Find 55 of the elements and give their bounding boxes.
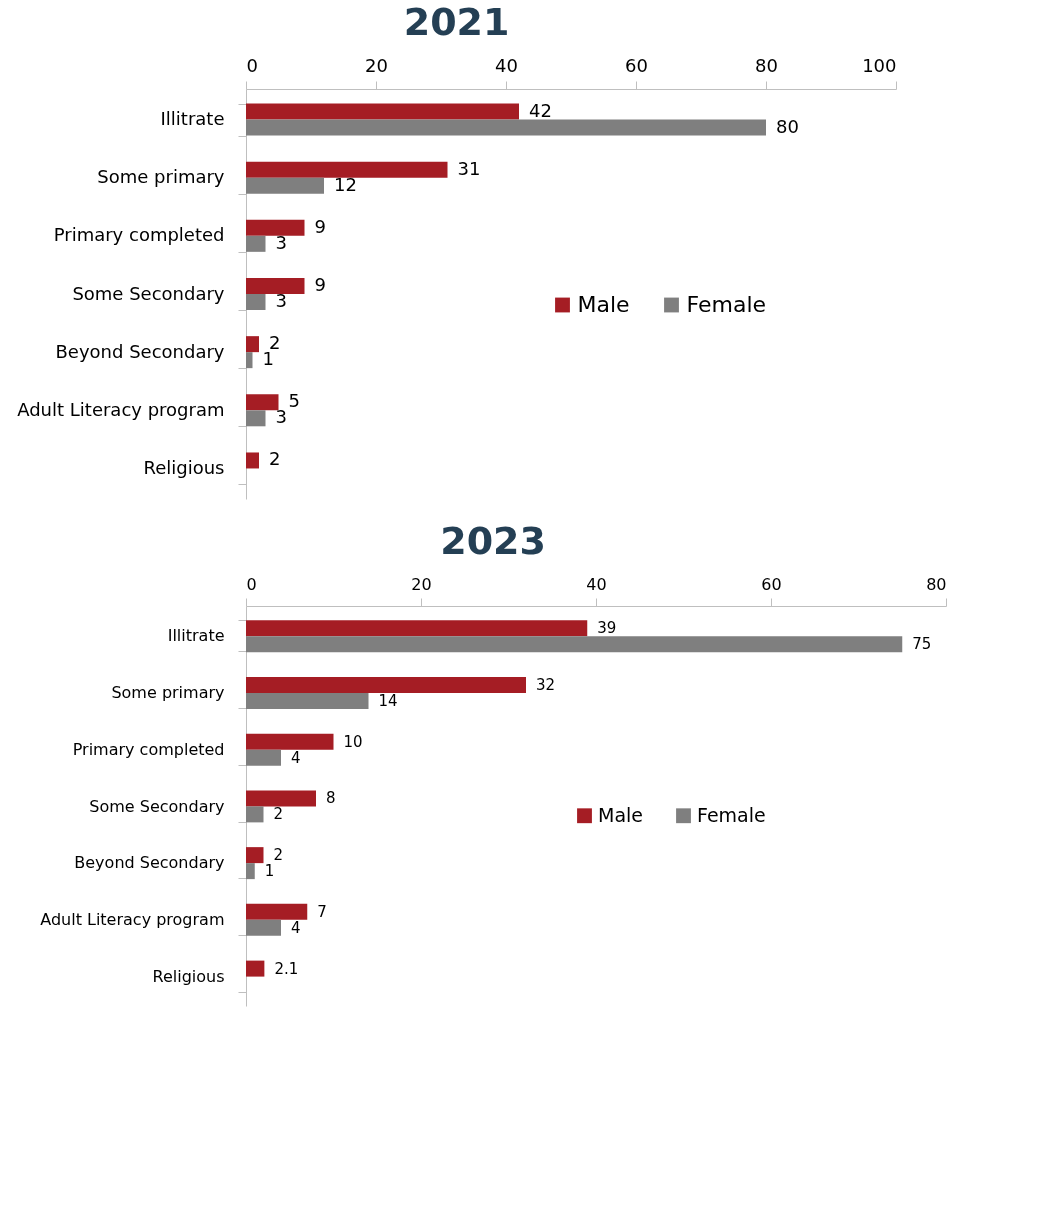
data-label: 14 (378, 691, 398, 710)
data-label: 7 (317, 902, 327, 921)
data-label: 75 (912, 635, 932, 654)
y-tick-label: Illitrate (160, 108, 225, 130)
data-label: 4 (291, 748, 301, 767)
chart-title: 2023 (440, 519, 546, 563)
y-tick-label: Beyond Secondary (74, 853, 225, 873)
data-label: 4 (291, 918, 301, 937)
x-tick-label: 80 (926, 574, 947, 594)
data-label: 12 (334, 173, 357, 195)
x-tick-label: 20 (411, 574, 432, 594)
data-label: 80 (776, 115, 799, 137)
data-label: 32 (536, 675, 556, 694)
data-label: 9 (314, 274, 326, 295)
x-tick-label: 40 (495, 54, 518, 76)
data-label: 5 (288, 390, 300, 412)
data-label: 10 (343, 732, 363, 751)
data-label: 3 (275, 290, 287, 311)
x-tick-label: 80 (755, 54, 778, 76)
x-tick-label: 0 (246, 54, 258, 76)
y-tick-label: Religious (143, 456, 225, 478)
legend-label: Male (577, 292, 630, 317)
legend-label: Female (697, 803, 766, 826)
data-label: 3 (275, 406, 287, 428)
data-label: 2 (273, 805, 284, 824)
x-tick-label: 20 (365, 54, 388, 76)
x-tick-label: 100 (862, 54, 897, 76)
x-tick-label: 0 (246, 574, 257, 594)
y-tick-label: Illitrate (167, 626, 225, 646)
data-label: 2.1 (274, 959, 299, 978)
data-label: 2 (273, 846, 284, 865)
legend-label: Female (686, 292, 767, 317)
data-label: 39 (597, 619, 617, 638)
y-tick-label: Adult Literacy program (40, 909, 225, 929)
y-tick-label: Some Secondary (72, 282, 225, 304)
data-label: 8 (326, 789, 336, 808)
legend-label: Male (598, 803, 644, 826)
y-tick-label: Adult Literacy program (17, 398, 225, 420)
y-tick-label: Primary completed (53, 224, 225, 246)
y-tick-label: Religious (152, 966, 225, 986)
y-tick-label: Some primary (111, 683, 225, 703)
x-tick-label: 60 (761, 574, 782, 594)
data-label: 3 (275, 231, 287, 253)
x-tick-label: 40 (586, 574, 607, 594)
data-label: 9 (314, 215, 326, 237)
y-tick-label: Some primary (97, 166, 225, 188)
chart-title: 2021 (403, 0, 510, 44)
y-tick-label: Primary completed (72, 739, 225, 759)
y-tick-label: Beyond Secondary (55, 340, 225, 362)
data-label: 1 (264, 862, 275, 881)
y-tick-label: Some Secondary (89, 796, 225, 816)
data-label: 42 (529, 99, 552, 121)
x-tick-label: 60 (625, 54, 648, 76)
data-label: 31 (457, 157, 481, 179)
data-label: 2 (269, 448, 281, 470)
